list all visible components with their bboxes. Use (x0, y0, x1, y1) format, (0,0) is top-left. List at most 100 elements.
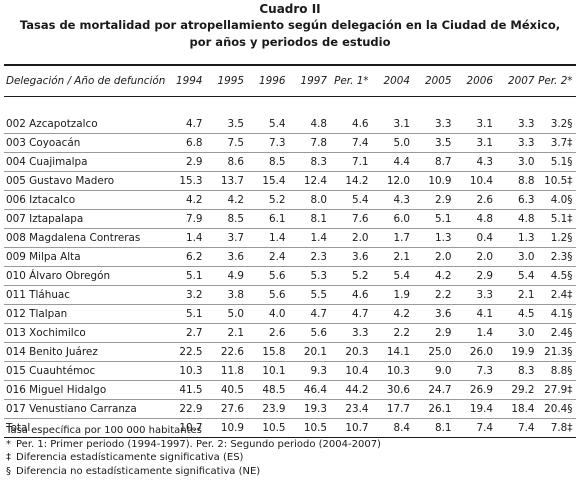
header-cell: Per. 1* (334, 74, 369, 87)
table-cell: 8.0 (310, 193, 327, 206)
table-cell: 2.6 (268, 326, 286, 339)
table-cell: 2.4‡ (550, 288, 573, 301)
table-caption: Cuadro II (259, 2, 321, 16)
table-cell: 6.8 (185, 136, 203, 149)
row-label: 015 Cuauhtémoc (6, 364, 96, 377)
table-row: 017 Venustiano Carranza 22.9 27.6 23.9 19.3 2… (4, 398, 576, 418)
row-label: 016 Miguel Hidalgo (6, 383, 107, 396)
table-cell: 5.1 (185, 307, 203, 320)
table-cell: 2.4§ (550, 326, 573, 339)
mortality-table: Delegación / Año de defunción 1994 1995 199… (4, 64, 576, 438)
table-cell: 7.5 (227, 136, 244, 149)
table-cell: 22.6 (220, 345, 244, 358)
table-cell: 11.8 (220, 364, 244, 377)
table-cell: 5.4 (517, 269, 535, 282)
table-cell: 2.0 (351, 231, 369, 244)
table-cell: 29.2 (511, 383, 535, 396)
row-label: 014 Benito Juárez (6, 345, 98, 358)
table-cell: 25.0 (428, 345, 452, 358)
table-cell: 4.3 (476, 155, 493, 168)
table-cell: 15.8 (262, 345, 286, 358)
header-cell: 2004 (383, 74, 410, 87)
table-cell: 4.8 (476, 212, 493, 225)
table-cell: 3.7‡ (550, 136, 573, 149)
table-cell: 3.6 (227, 250, 244, 263)
table-cell: 10.3 (179, 364, 203, 377)
table-cell: 22.9 (179, 402, 203, 415)
note-es: ‡ Diferencia estadísticamente significati… (6, 451, 381, 465)
table-cell: 6.2 (185, 250, 203, 263)
table-cell: 1.4 (185, 231, 203, 244)
table-cell: 7.4 (517, 421, 535, 434)
table-cell: 46.4 (303, 383, 327, 396)
table-cell: 3.5 (227, 117, 244, 130)
table-cell: 1.4 (268, 231, 286, 244)
table-cell: 7.4 (476, 421, 493, 434)
table-cell: 44.2 (345, 383, 369, 396)
table-cell: 20.3 (345, 345, 369, 358)
top-rule (4, 64, 576, 66)
table-cell: 2.0 (476, 250, 493, 263)
table-cell: 8.5 (227, 212, 244, 225)
table-cell: 3.1 (476, 136, 493, 149)
header-cell: 2006 (466, 74, 493, 87)
table-row: 009 Milpa Alta 6.2 3.6 2.4 2.3 3.6 2.1 2.0 2.0 3.… (4, 246, 576, 266)
table-cell: 10.1 (262, 364, 286, 377)
table-cell: 8.1 (310, 212, 327, 225)
table-cell: 5.6 (268, 288, 286, 301)
table-cell: 7.1 (351, 155, 369, 168)
table-cell: 8.1 (434, 421, 452, 434)
table-cell: 4.1§ (550, 307, 573, 320)
table-cell: 4.7 (310, 307, 327, 320)
table-cell: 7.8 (310, 136, 327, 149)
table-cell: 5.0 (227, 307, 244, 320)
note-periods-text: Per. 1: Primer periodo (1994-1997). Per.… (16, 438, 381, 450)
table-cell: 2.1 (227, 326, 244, 339)
table-row: 016 Miguel Hidalgo 41.5 40.5 48.5 46.4 44.2 30… (4, 379, 576, 399)
table-cell: 10.7 (345, 421, 369, 434)
table-cell: 1.3 (434, 231, 452, 244)
table-cell: 6.1 (268, 212, 286, 225)
table-cell: 1.2§ (550, 231, 573, 244)
table-cell: 4.4 (393, 155, 410, 168)
header-cell: 2007 (508, 74, 535, 87)
table-cell: 1.4 (476, 326, 493, 339)
header-cell: 1994 (176, 74, 203, 87)
header-cell-delegacion: Delegación / Año de defunción (6, 74, 166, 87)
table-row: 008 Magdalena Contreras 1.4 3.7 1.4 1.4 2.0 1.… (4, 227, 576, 247)
table-cell: 4.0§ (550, 193, 573, 206)
table-cell: 9.0 (434, 364, 452, 377)
table-cell: 7.9 (185, 212, 203, 225)
table-cell: 26.1 (428, 402, 452, 415)
table-cell: 14.1 (386, 345, 410, 358)
table-title-line-2: por años y periodos de estudio (189, 35, 391, 49)
row-label: 012 Tlalpan (6, 307, 68, 320)
table-cell: 4.7 (185, 117, 203, 130)
note-rate: Tasa específica por 100 000 habitantes (6, 425, 202, 436)
table-cell: 3.2 (185, 288, 203, 301)
table-cell: 2.4 (268, 250, 286, 263)
table-cell: 2.3§ (550, 250, 573, 263)
table-cell: 12.4 (303, 174, 327, 187)
table-cell: 5.0 (393, 136, 410, 149)
table-cell: 3.0 (517, 155, 535, 168)
note-periods: * Per. 1: Primer periodo (1994-1997). Per… (6, 438, 381, 452)
table-cell: 2.1 (393, 250, 410, 263)
row-label: Total (6, 421, 31, 434)
note-ne-mark: § (6, 465, 11, 477)
table-cell: 4.0 (268, 307, 286, 320)
table-cell: 19.3 (303, 402, 327, 415)
table-cell: 26.9 (469, 383, 493, 396)
table-cell: 5.3 (310, 269, 327, 282)
table-cell: 5.4 (393, 269, 410, 282)
table-cell: 2.9 (476, 269, 493, 282)
note-ne-text: Diferencia no estadísticamente significa… (16, 465, 261, 477)
table-cell: 3.3 (434, 117, 452, 130)
note-ne: § Diferencia no estadísticamente signific… (6, 465, 381, 479)
table-cell: 7.3 (268, 136, 286, 149)
table-cell: 3.3 (476, 288, 493, 301)
row-label: 007 Iztapalapa (6, 212, 84, 225)
table-cell: 5.4 (268, 117, 286, 130)
table-cell: 3.8 (227, 288, 244, 301)
table-cell: 24.7 (428, 383, 452, 396)
